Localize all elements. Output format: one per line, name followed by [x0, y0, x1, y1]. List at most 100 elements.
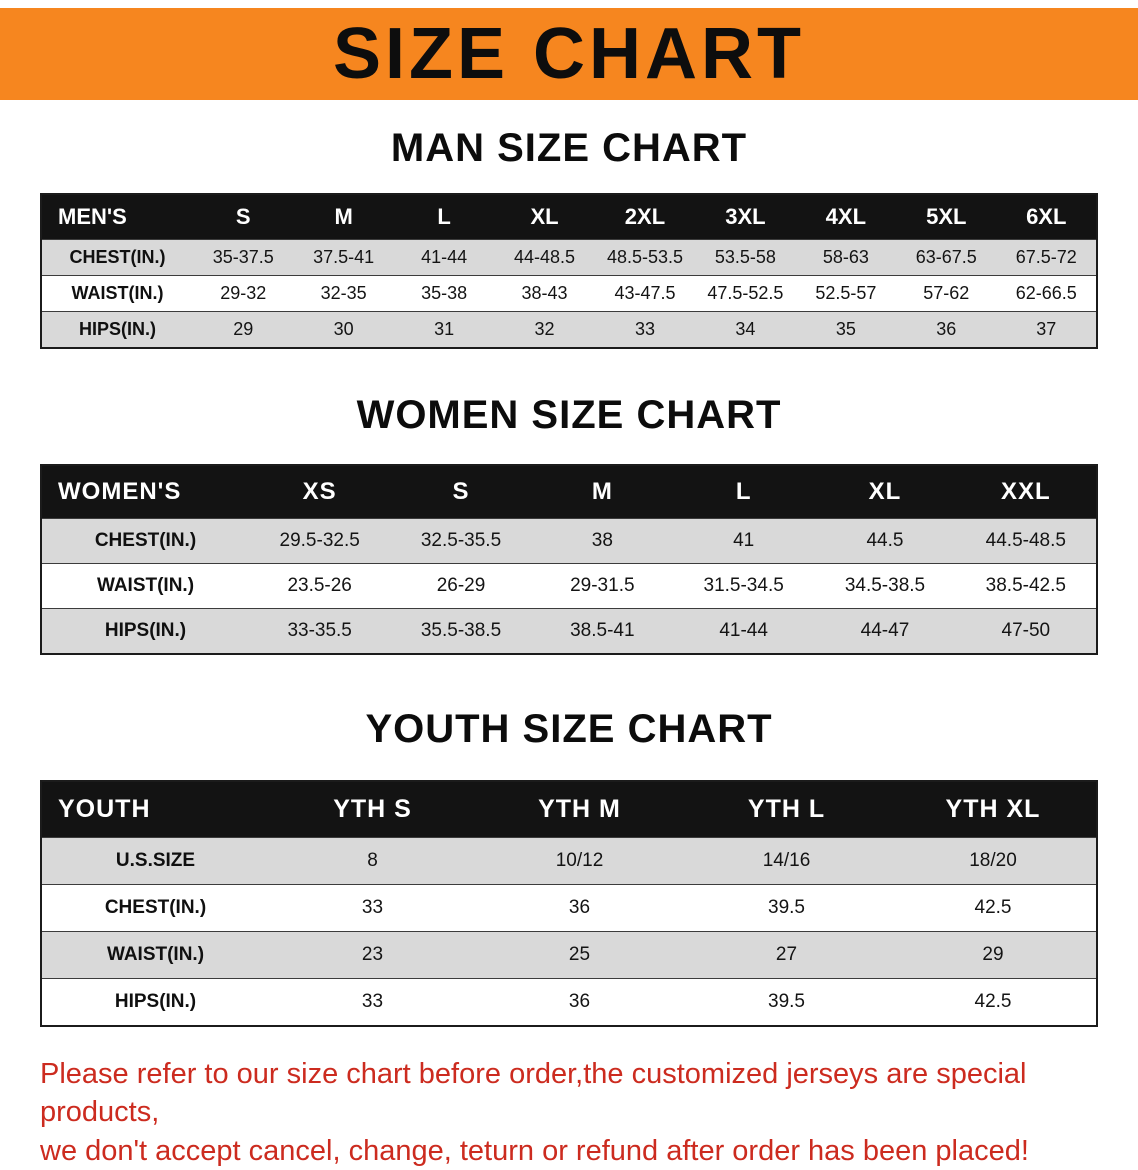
size-value-cell: 44-48.5: [514, 247, 576, 267]
table-row: HIPS(IN.) 29 30 31 32 33 34 35 36 37: [41, 311, 1097, 348]
size-value-cell: 26-29: [436, 575, 486, 596]
size-value-cell: 35-38: [421, 283, 468, 303]
size-value-cell: 32-35: [320, 283, 367, 303]
size-value-cell: 39.5: [768, 991, 805, 1012]
table-header-row: MEN'S S M L XL 2XL 3XL 4XL 5XL 6XL: [41, 194, 1097, 240]
size-chart-banner: SIZE CHART: [0, 8, 1138, 100]
mens-size-section: MAN SIZE CHART MEN'S S M L XL 2XL 3XL 4XL 5XL 6XL…: [0, 126, 1138, 349]
size-column-header: L: [735, 478, 752, 505]
size-column-header: XL: [868, 478, 902, 505]
table-header-row: YOUTH YTH S YTH M YTH L YTH XL: [41, 781, 1097, 838]
size-column-header: XS: [302, 478, 337, 505]
measurement-row-label: U.S.SIZE: [115, 850, 196, 871]
size-value-cell: 34.5-38.5: [844, 575, 926, 596]
size-value-cell: 36: [568, 991, 591, 1012]
size-value-cell: 32: [534, 319, 555, 339]
table-row: HIPS(IN.) 33-35.5 35.5-38.5 38.5-41 41-44 44-…: [41, 608, 1097, 654]
mens-chart-heading: MAN SIZE CHART: [390, 126, 748, 170]
size-value-cell: 44.5: [866, 530, 904, 551]
measurement-row-label: CHEST(IN.): [94, 530, 197, 551]
size-value-cell: 31.5-34.5: [703, 575, 784, 596]
disclaimer-note: Please refer to our size chart before or…: [40, 1055, 1110, 1170]
table-header-row: WOMEN'S XS S M L XL XXL: [41, 465, 1097, 519]
size-column-header: S: [452, 478, 470, 505]
table-row: CHEST(IN.) 35-37.5 37.5-41 41-44 44-48.5 48.5…: [41, 239, 1097, 276]
size-value-cell: 33: [361, 991, 384, 1012]
size-value-cell: 43-47.5: [614, 283, 676, 303]
size-value-cell: 41: [733, 530, 755, 551]
size-value-cell: 32.5-35.5: [420, 530, 502, 551]
youth-size-section: YOUTH SIZE CHART YOUTH YTH S YTH M YTH L YTH…: [0, 707, 1138, 1027]
table-row: U.S.SIZE 8 10/12 14/16 18/20: [41, 837, 1097, 885]
size-value-cell: 37.5-41: [313, 247, 375, 267]
size-value-cell: 48.5-53.5: [606, 247, 683, 267]
size-column-header: 6XL: [1026, 204, 1067, 229]
table-corner-label: WOMEN'S: [58, 478, 182, 505]
size-value-cell: 30: [333, 319, 354, 339]
size-value-cell: 38: [591, 530, 613, 551]
size-value-cell: 33-35.5: [287, 620, 352, 641]
size-value-cell: 33: [634, 319, 655, 339]
size-value-cell: 47-50: [1001, 620, 1051, 641]
measurement-row-label: WAIST(IN.): [71, 283, 164, 303]
measurement-row-label: CHEST(IN.): [104, 897, 207, 918]
size-column-header: 2XL: [624, 204, 666, 229]
table-corner-label: YOUTH: [58, 795, 151, 823]
womens-chart-heading: WOMEN SIZE CHART: [356, 393, 782, 437]
womens-size-table: WOMEN'S XS S M L XL XXL CHEST(IN.) 29.5-32.5 32.5…: [40, 464, 1098, 655]
size-value-cell: 8: [367, 850, 378, 871]
size-value-cell: 36: [936, 319, 957, 339]
size-column-header: XXL: [1000, 478, 1051, 505]
size-value-cell: 67.5-72: [1015, 247, 1077, 267]
table-corner-label: MEN'S: [58, 204, 127, 229]
size-value-cell: 39.5: [768, 897, 805, 918]
size-value-cell: 34: [735, 319, 756, 339]
size-value-cell: 42.5: [974, 991, 1012, 1012]
size-value-cell: 29: [982, 944, 1004, 965]
size-value-cell: 41-44: [719, 620, 768, 641]
size-column-header: M: [334, 204, 353, 229]
size-value-cell: 10/12: [555, 850, 604, 871]
table-row: CHEST(IN.) 29.5-32.5 32.5-35.5 38 41 44.5 44.5…: [41, 518, 1097, 564]
table-row: WAIST(IN.) 23 25 27 29: [41, 931, 1097, 979]
size-chart-title: SIZE CHART: [333, 14, 805, 94]
size-column-header: S: [235, 204, 251, 229]
disclaimer-line-1: Please refer to our size chart before or…: [40, 1058, 1027, 1129]
size-column-header: YTH S: [333, 795, 412, 823]
size-value-cell: 37: [1036, 319, 1057, 339]
size-value-cell: 42.5: [974, 897, 1012, 918]
size-column-header: 5XL: [926, 204, 967, 229]
size-value-cell: 38-43: [521, 283, 568, 303]
size-value-cell: 27: [775, 944, 798, 965]
youth-size-table: YOUTH YTH S YTH M YTH L YTH XL U.S.SIZE 8 10/12…: [40, 780, 1098, 1027]
size-value-cell: 58-63: [822, 247, 869, 267]
mens-size-table: MEN'S S M L XL 2XL 3XL 4XL 5XL 6XL CHEST(IN.) 35-37…: [40, 193, 1098, 349]
size-value-cell: 62-66.5: [1015, 283, 1077, 303]
womens-size-section: WOMEN SIZE CHART WOMEN'S XS S M L XL XXL CHEST(…: [0, 393, 1138, 655]
size-column-header: 3XL: [725, 204, 766, 229]
size-value-cell: 29.5-32.5: [279, 530, 360, 551]
size-value-cell: 29-31.5: [570, 575, 635, 596]
size-value-cell: 29-32: [220, 283, 267, 303]
table-row: WAIST(IN.) 23.5-26 26-29 29-31.5 31.5-34.5 34…: [41, 563, 1097, 609]
size-value-cell: 31: [434, 319, 455, 339]
disclaimer-line-2: we don't accept cancel, change, teturn o…: [40, 1134, 1029, 1167]
size-value-cell: 44.5-48.5: [985, 530, 1066, 551]
size-value-cell: 35-37.5: [212, 247, 274, 267]
table-row: CHEST(IN.) 33 36 39.5 42.5: [41, 884, 1097, 932]
size-value-cell: 52.5-57: [815, 283, 877, 303]
size-value-cell: 36: [568, 897, 591, 918]
youth-chart-heading: YOUTH SIZE CHART: [365, 707, 773, 751]
table-row: WAIST(IN.) 29-32 32-35 35-38 38-43 43-47.5 47.…: [41, 275, 1097, 312]
size-value-cell: 14/16: [762, 850, 811, 871]
measurement-row-label: HIPS(IN.): [114, 991, 197, 1012]
size-value-cell: 23.5-26: [287, 575, 352, 596]
table-row: HIPS(IN.) 33 36 39.5 42.5: [41, 978, 1097, 1026]
measurement-row-label: CHEST(IN.): [69, 247, 166, 267]
size-column-header: YTH M: [538, 795, 621, 823]
size-value-cell: 18/20: [969, 850, 1017, 871]
size-column-header: YTH L: [747, 795, 826, 823]
size-value-cell: 29: [233, 319, 254, 339]
measurement-row-label: HIPS(IN.): [78, 319, 156, 339]
measurement-row-label: WAIST(IN.): [106, 944, 205, 965]
